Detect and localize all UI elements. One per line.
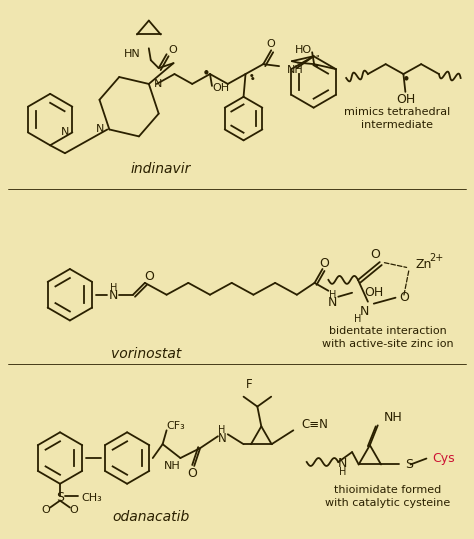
Text: O: O	[42, 505, 51, 515]
Text: vorinostat: vorinostat	[110, 347, 181, 361]
Text: O: O	[319, 257, 329, 270]
Text: mimics tetrahedral: mimics tetrahedral	[345, 107, 451, 116]
Text: S: S	[405, 458, 413, 471]
Text: ●: ●	[404, 75, 409, 80]
Text: with active-site zinc ion: with active-site zinc ion	[322, 339, 454, 349]
Text: O: O	[187, 467, 197, 480]
Text: H: H	[109, 283, 117, 293]
Text: NH: NH	[164, 461, 181, 471]
Text: O: O	[370, 247, 380, 261]
Text: N: N	[109, 289, 118, 302]
Text: S: S	[56, 491, 64, 504]
Text: 2+: 2+	[429, 253, 443, 263]
Text: '': ''	[316, 54, 320, 64]
Text: O: O	[400, 291, 410, 304]
Text: O: O	[267, 39, 275, 50]
Text: OH: OH	[364, 286, 383, 299]
Text: O: O	[168, 45, 177, 56]
Text: O: O	[144, 271, 154, 284]
Text: OH: OH	[396, 93, 415, 106]
Text: O: O	[70, 505, 78, 515]
Text: intermediate: intermediate	[362, 120, 434, 129]
Text: H: H	[218, 425, 226, 436]
Text: N: N	[96, 125, 104, 134]
Text: Cys: Cys	[432, 452, 455, 465]
Text: Zn: Zn	[415, 258, 432, 271]
Text: ●: ●	[250, 77, 254, 81]
Text: NH: NH	[383, 411, 402, 424]
Text: thioimidate formed: thioimidate formed	[334, 485, 441, 495]
Text: N: N	[218, 432, 226, 445]
Text: HN: HN	[124, 49, 141, 59]
Text: ●: ●	[249, 74, 253, 78]
Text: N: N	[328, 296, 337, 309]
Text: CF₃: CF₃	[166, 421, 185, 431]
Text: N: N	[154, 79, 162, 89]
Text: N: N	[61, 127, 69, 137]
Text: H: H	[338, 467, 346, 477]
Text: ●: ●	[314, 64, 318, 68]
Text: N: N	[337, 458, 347, 471]
Text: ●: ●	[204, 70, 209, 74]
Text: H: H	[355, 314, 362, 324]
Text: HO: HO	[295, 45, 312, 56]
Text: bidentate interaction: bidentate interaction	[329, 326, 447, 336]
Text: with catalytic cysteine: with catalytic cysteine	[325, 497, 450, 508]
Text: CH₃: CH₃	[82, 493, 102, 503]
Text: H: H	[328, 290, 336, 300]
Text: N: N	[359, 305, 369, 318]
Text: indinavir: indinavir	[130, 162, 191, 176]
Text: NH: NH	[287, 65, 304, 75]
Text: odanacatib: odanacatib	[112, 510, 190, 524]
Text: OH: OH	[212, 83, 229, 93]
Text: F: F	[246, 378, 253, 391]
Text: C≡N: C≡N	[301, 418, 328, 431]
